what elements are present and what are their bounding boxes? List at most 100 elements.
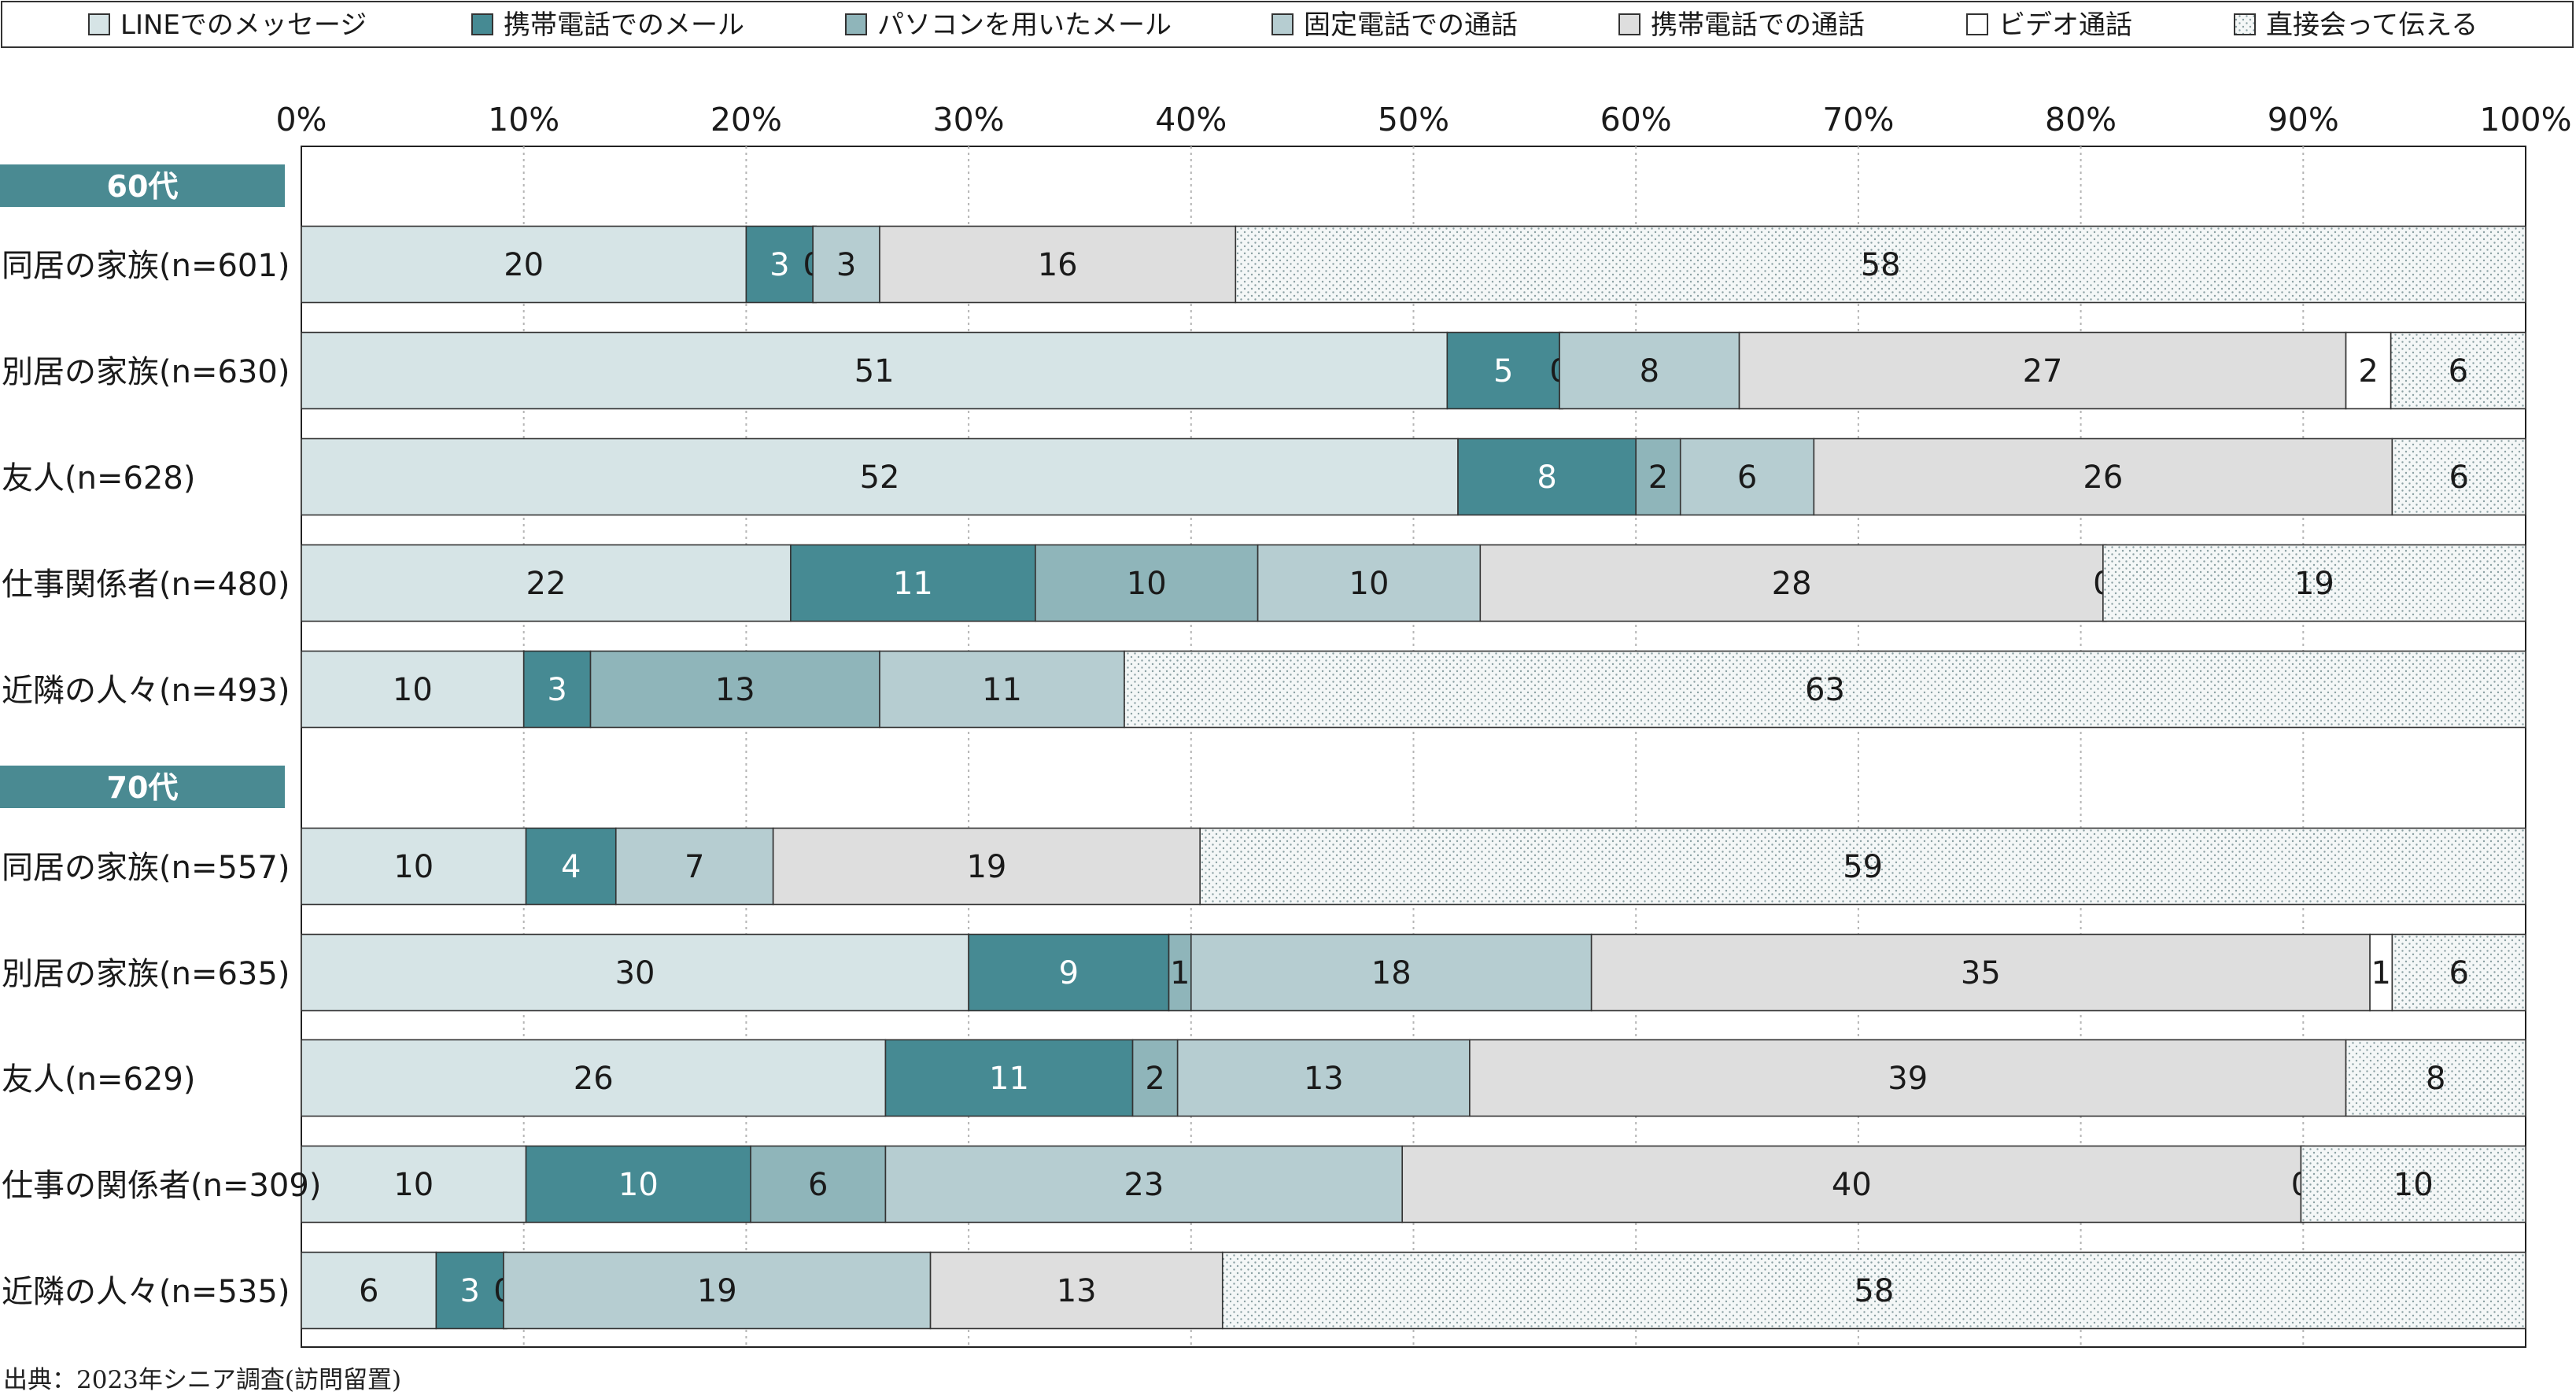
bar-segment [2102, 544, 2526, 622]
bar-segment [1479, 544, 2104, 622]
row-label: 同居の家族(n=557) [2, 850, 290, 886]
data-label: 26 [2083, 460, 2123, 496]
bar-segment [1190, 933, 1592, 1012]
bar-segment [1559, 331, 1740, 410]
data-label: 18 [1371, 955, 1412, 991]
row-label: 仕事関係者(n=480) [2, 567, 290, 603]
data-label: 13 [1057, 1273, 1097, 1309]
bar-segment [1446, 331, 1560, 410]
bar-segment [435, 1251, 504, 1330]
bar-segment [1131, 1039, 1179, 1117]
bar-segment [1124, 650, 2526, 729]
bar-segment [1257, 544, 1482, 622]
data-label: 10 [393, 672, 433, 708]
row-label: 近隣の人々(n=493) [2, 673, 290, 709]
legend-swatch [1618, 13, 1640, 35]
bar-segment [1679, 437, 1815, 516]
group-header-label: 60代 [107, 169, 179, 204]
legend-label: LINEでのメッセージ [120, 9, 367, 41]
bar-segment [2345, 1039, 2526, 1117]
data-label: 20 [504, 247, 544, 283]
data-label: 8 [2426, 1061, 2445, 1097]
bar-segment [589, 650, 880, 729]
bar-segment [929, 1251, 1223, 1330]
data-label: 11 [893, 566, 933, 602]
bar-segment [772, 827, 1201, 906]
data-label: 13 [715, 672, 755, 708]
data-label: 6 [2449, 955, 2468, 991]
row-label: 友人(n=628) [2, 460, 195, 496]
data-label: 6 [808, 1167, 828, 1203]
bar-segment [614, 827, 774, 906]
x-tick-label: 60% [1600, 101, 1672, 138]
data-label: 23 [1124, 1167, 1164, 1203]
legend-swatch [88, 13, 110, 35]
bar-segment [301, 437, 1459, 516]
bar-segment [879, 650, 1125, 729]
data-label: 9 [1059, 955, 1079, 991]
row-label: 同居の家族(n=601) [2, 248, 290, 284]
bar-segment [1221, 1251, 2526, 1330]
bar-segment [301, 1251, 437, 1330]
data-label: 22 [526, 566, 566, 602]
bar-segment [1035, 544, 1259, 622]
bar-segment [750, 1145, 887, 1224]
bar-segment [884, 1145, 1404, 1224]
data-label: 19 [2294, 566, 2334, 602]
bar-segment [525, 827, 617, 906]
x-tick-label: 20% [710, 101, 782, 138]
legend-label: 携帯電話での通話 [1651, 9, 1865, 41]
legend-label: パソコンを用いたメール [877, 9, 1172, 41]
data-label: 58 [1861, 247, 1901, 283]
bar-segment [1199, 827, 2526, 906]
bar-segment [301, 827, 527, 906]
data-label: 10 [2393, 1167, 2434, 1203]
bar-segment [503, 1251, 932, 1330]
bar-segment [1635, 437, 1681, 516]
data-label: 11 [982, 672, 1022, 708]
data-label: 2 [1648, 460, 1668, 496]
group-header [0, 766, 285, 808]
x-tick-label: 90% [2268, 101, 2339, 138]
data-label: 11 [989, 1061, 1029, 1097]
bar-segment [2369, 933, 2393, 1012]
data-label: 58 [1854, 1273, 1894, 1309]
bar-segment [301, 650, 525, 729]
data-label: 10 [1349, 566, 1389, 602]
legend-label: 固定電話での通話 [1304, 9, 1518, 41]
data-label: 27 [2023, 353, 2063, 389]
data-label: 5 [1493, 353, 1513, 389]
bar-segment [301, 1145, 527, 1224]
bar-segment [790, 544, 1036, 622]
bar-segment [2300, 1145, 2526, 1224]
legend: LINEでのメッセージ 携帯電話でのメール パソコンを用いたメール 固定電話での通話 携… [1, 1, 2574, 48]
data-label: 10 [618, 1167, 659, 1203]
bar-segment [525, 1145, 751, 1224]
x-tick-label: 0% [275, 101, 327, 138]
bar-segment [1469, 1039, 2347, 1117]
x-tick-label: 30% [933, 101, 1005, 138]
bar-segment [301, 225, 747, 304]
data-label: 10 [393, 849, 434, 885]
data-label: 16 [1038, 247, 1078, 283]
legend-label: 携帯電話でのメール [504, 9, 744, 41]
data-label: 10 [393, 1167, 434, 1203]
legend-swatch [1966, 13, 1988, 35]
data-label: 26 [574, 1061, 614, 1097]
legend-label: 直接会って伝える [2266, 9, 2478, 41]
data-label: 1 [1170, 955, 1190, 991]
x-tick-label: 100% [2479, 101, 2571, 138]
legend-swatch [471, 13, 493, 35]
data-label: 6 [359, 1273, 378, 1309]
data-label: 19 [966, 849, 1006, 885]
bar-segment [2391, 437, 2526, 516]
data-label: 30 [615, 955, 655, 991]
bar-segment [1590, 933, 2371, 1012]
data-label: 28 [1772, 566, 1812, 602]
bar-segment [1401, 1145, 2302, 1224]
bar-segment [2391, 933, 2526, 1012]
bars: 2030316585150827265282626622111010280191… [301, 225, 2526, 1330]
row-label: 近隣の人々(n=535) [2, 1274, 290, 1310]
